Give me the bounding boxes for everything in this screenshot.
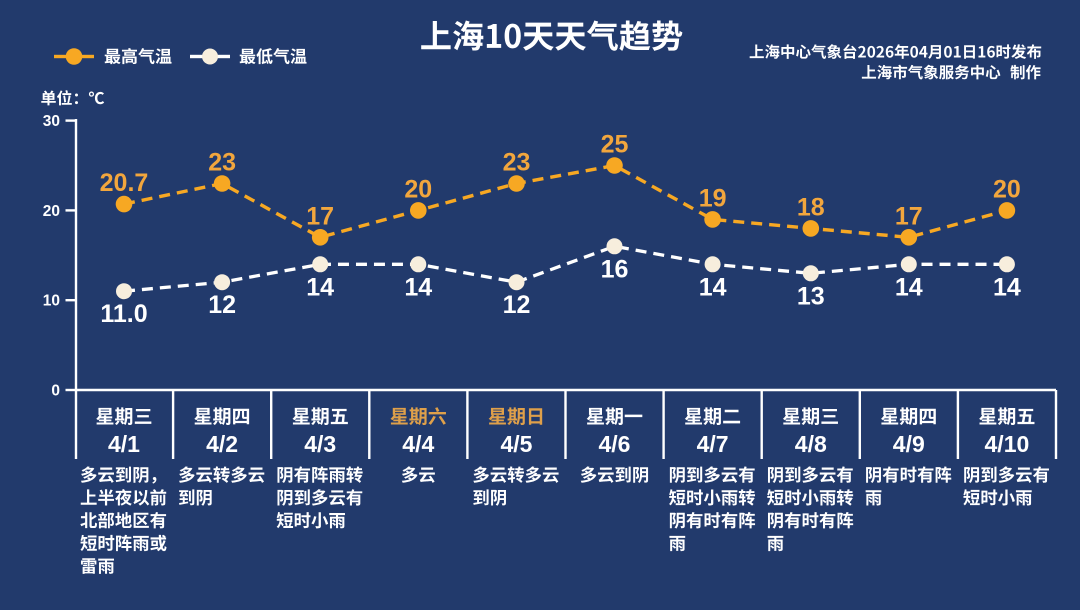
svg-text:14: 14 bbox=[993, 273, 1021, 301]
svg-text:11.0: 11.0 bbox=[100, 300, 147, 328]
svg-text:23: 23 bbox=[503, 149, 531, 177]
svg-text:17: 17 bbox=[306, 202, 334, 230]
svg-text:14: 14 bbox=[306, 273, 334, 301]
svg-text:4/3: 4/3 bbox=[304, 431, 336, 457]
svg-text:0: 0 bbox=[51, 383, 60, 400]
svg-text:20.7: 20.7 bbox=[100, 169, 149, 197]
svg-text:12: 12 bbox=[503, 291, 531, 319]
svg-text:10: 10 bbox=[43, 293, 60, 310]
svg-text:4/5: 4/5 bbox=[501, 431, 533, 457]
svg-text:18: 18 bbox=[797, 193, 825, 221]
svg-text:20: 20 bbox=[43, 203, 60, 220]
svg-text:4/7: 4/7 bbox=[697, 431, 729, 457]
svg-text:19: 19 bbox=[699, 184, 727, 212]
svg-text:25: 25 bbox=[601, 131, 629, 159]
svg-text:4/8: 4/8 bbox=[795, 431, 827, 457]
svg-text:14: 14 bbox=[895, 273, 923, 301]
svg-text:20: 20 bbox=[404, 175, 432, 203]
svg-text:14: 14 bbox=[404, 273, 432, 301]
svg-text:17: 17 bbox=[895, 202, 923, 230]
svg-text:4/4: 4/4 bbox=[402, 431, 434, 457]
svg-text:4/9: 4/9 bbox=[893, 431, 925, 457]
svg-text:20: 20 bbox=[993, 175, 1021, 203]
svg-text:4/10: 4/10 bbox=[985, 431, 1030, 457]
svg-text:14: 14 bbox=[699, 273, 727, 301]
svg-text:30: 30 bbox=[43, 113, 60, 130]
svg-text:16: 16 bbox=[601, 255, 629, 283]
svg-text:4/6: 4/6 bbox=[599, 431, 631, 457]
svg-text:23: 23 bbox=[208, 149, 236, 177]
svg-text:4/2: 4/2 bbox=[206, 431, 238, 457]
svg-text:12: 12 bbox=[208, 291, 236, 319]
svg-text:4/1: 4/1 bbox=[108, 431, 140, 457]
svg-text:13: 13 bbox=[797, 282, 825, 310]
